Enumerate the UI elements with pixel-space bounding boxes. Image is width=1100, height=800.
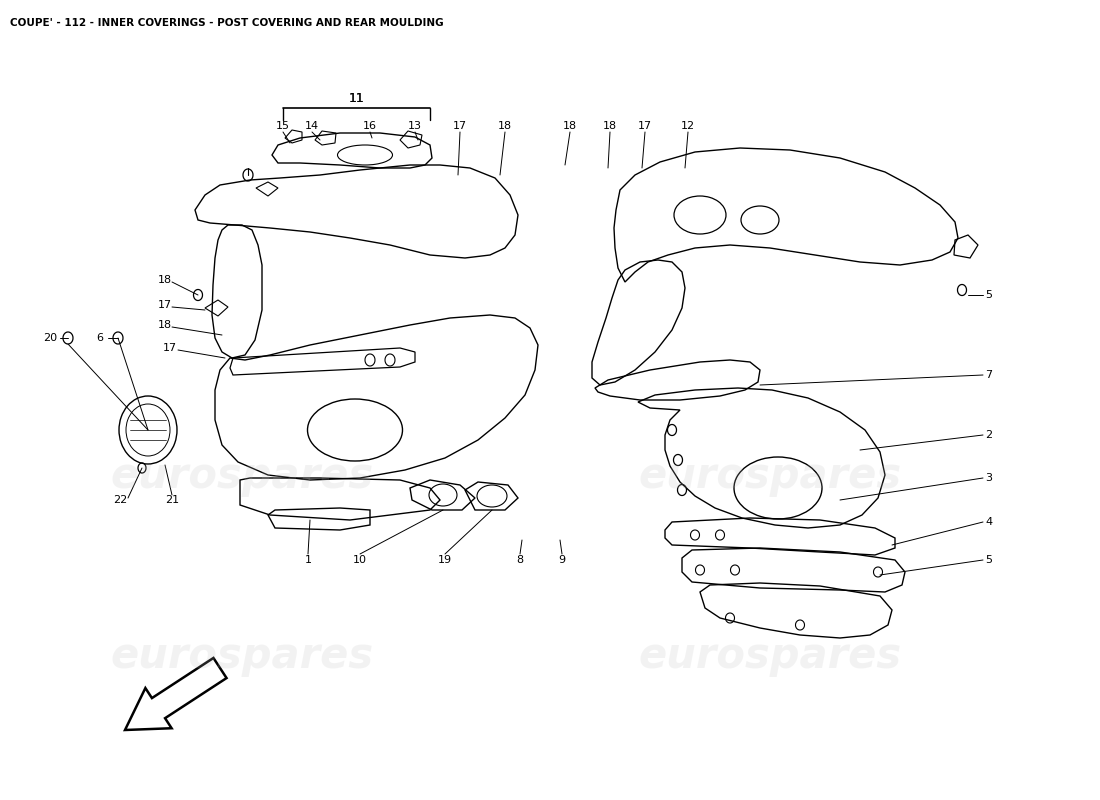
Text: 17: 17 bbox=[453, 121, 468, 131]
Text: 2: 2 bbox=[984, 430, 992, 440]
Text: 14: 14 bbox=[305, 121, 319, 131]
Text: 9: 9 bbox=[559, 555, 565, 565]
Text: 3: 3 bbox=[984, 473, 992, 483]
Text: 18: 18 bbox=[603, 121, 617, 131]
Text: 18: 18 bbox=[158, 275, 172, 285]
Text: 18: 18 bbox=[158, 320, 172, 330]
Text: eurospares: eurospares bbox=[110, 635, 374, 677]
Text: 11: 11 bbox=[349, 91, 365, 105]
Text: 19: 19 bbox=[438, 555, 452, 565]
Text: 16: 16 bbox=[363, 121, 377, 131]
Text: 18: 18 bbox=[498, 121, 513, 131]
Text: 6: 6 bbox=[97, 333, 103, 343]
Text: 15: 15 bbox=[276, 121, 290, 131]
Text: eurospares: eurospares bbox=[110, 455, 374, 497]
Text: 8: 8 bbox=[516, 555, 524, 565]
Text: 10: 10 bbox=[353, 555, 367, 565]
Text: 20: 20 bbox=[43, 333, 57, 343]
Text: 17: 17 bbox=[158, 300, 172, 310]
Text: 5: 5 bbox=[984, 290, 992, 300]
Text: 7: 7 bbox=[984, 370, 992, 380]
Text: 12: 12 bbox=[681, 121, 695, 131]
Text: 1: 1 bbox=[305, 555, 311, 565]
Text: 13: 13 bbox=[408, 121, 422, 131]
Text: 17: 17 bbox=[163, 343, 177, 353]
Text: COUPE' - 112 - INNER COVERINGS - POST COVERING AND REAR MOULDING: COUPE' - 112 - INNER COVERINGS - POST CO… bbox=[10, 18, 443, 28]
Text: 21: 21 bbox=[165, 495, 179, 505]
Text: eurospares: eurospares bbox=[638, 455, 902, 497]
Text: 18: 18 bbox=[563, 121, 578, 131]
Text: 17: 17 bbox=[638, 121, 652, 131]
Text: 4: 4 bbox=[984, 517, 992, 527]
Text: 11: 11 bbox=[349, 91, 365, 105]
Text: eurospares: eurospares bbox=[638, 635, 902, 677]
Text: 5: 5 bbox=[984, 555, 992, 565]
Text: 22: 22 bbox=[113, 495, 128, 505]
Polygon shape bbox=[125, 658, 227, 730]
